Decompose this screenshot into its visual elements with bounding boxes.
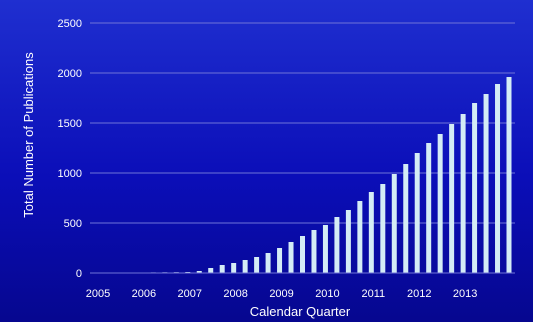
bar bbox=[403, 164, 409, 273]
bar bbox=[242, 260, 248, 273]
bar bbox=[495, 84, 501, 273]
bar bbox=[380, 184, 386, 273]
bar bbox=[334, 217, 340, 273]
bar bbox=[288, 242, 294, 273]
bar bbox=[265, 253, 271, 273]
x-tick-label: 2011 bbox=[362, 288, 386, 300]
x-tick-label: 2013 bbox=[453, 288, 477, 300]
bar bbox=[414, 153, 420, 273]
x-tick-label: 2009 bbox=[269, 288, 293, 300]
bar bbox=[231, 263, 237, 273]
bar bbox=[506, 77, 512, 273]
bar bbox=[254, 257, 260, 273]
bar bbox=[300, 236, 305, 273]
x-tick-label: 2010 bbox=[315, 288, 339, 300]
bar bbox=[322, 225, 328, 273]
bar bbox=[311, 230, 317, 273]
y-tick-label: 2000 bbox=[58, 68, 82, 80]
bar bbox=[368, 192, 374, 273]
y-tick-label: 0 bbox=[76, 268, 82, 280]
x-tick-label: 2008 bbox=[223, 288, 247, 300]
y-axis-title: Total Number of Publications bbox=[21, 52, 36, 218]
bar bbox=[483, 94, 489, 273]
x-tick-label: 2005 bbox=[86, 288, 110, 300]
bar bbox=[472, 103, 478, 273]
x-tick-label: 2006 bbox=[132, 288, 156, 300]
bar bbox=[196, 271, 202, 273]
x-tick-label: 2007 bbox=[178, 288, 202, 300]
y-tick-label: 1500 bbox=[58, 118, 82, 130]
x-axis-title: Calendar Quarter bbox=[250, 304, 351, 319]
y-tick-labels: 0 500 1000 1500 2000 2500 bbox=[58, 18, 82, 280]
x-tick-label: 2012 bbox=[407, 288, 431, 300]
bar bbox=[277, 248, 283, 273]
bar bbox=[357, 201, 363, 273]
bar bbox=[208, 268, 214, 273]
bar bbox=[391, 174, 397, 273]
bar bbox=[426, 143, 432, 273]
y-tick-label: 2500 bbox=[58, 18, 82, 30]
y-tick-label: 500 bbox=[64, 218, 82, 230]
gridlines bbox=[90, 22, 515, 224]
bar bbox=[437, 134, 443, 273]
bars bbox=[93, 77, 512, 274]
bar bbox=[449, 124, 455, 273]
y-tick-label: 1000 bbox=[58, 168, 82, 180]
bar bbox=[345, 210, 351, 273]
x-tick-labels: 2005 2006 2007 2008 2009 2010 2011 2012 2013 bbox=[86, 288, 478, 300]
bar bbox=[460, 114, 466, 273]
bar bbox=[219, 265, 225, 273]
